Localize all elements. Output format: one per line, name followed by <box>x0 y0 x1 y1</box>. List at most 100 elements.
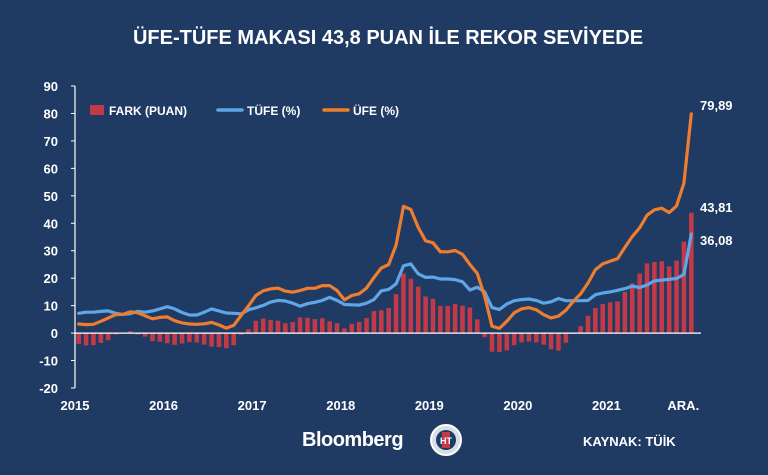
x-tick-labels: 2015 2016 2017 2018 2019 2020 2021 ARA. <box>61 398 700 413</box>
fark-bar <box>489 333 495 352</box>
fark-bar <box>659 261 665 334</box>
fark-bar <box>681 241 687 334</box>
x-tick-label: 2017 <box>238 398 267 413</box>
y-tick-label: 50 <box>44 189 58 204</box>
legend: FARK (PUAN) TÜFE (%) ÜFE (%) <box>90 103 399 118</box>
axes <box>71 85 701 389</box>
fark-bar <box>666 266 672 334</box>
fark-bar <box>504 333 510 351</box>
fark-bar <box>364 317 369 334</box>
fark-bar <box>224 333 229 349</box>
fark-bar <box>187 333 192 343</box>
legend-label-ufe: ÜFE (%) <box>353 103 399 118</box>
fark-bar <box>541 333 546 345</box>
y-tick-label: -10 <box>39 354 58 369</box>
fark-bar <box>216 333 222 348</box>
fark-bar <box>253 320 259 334</box>
fark-bar <box>511 333 517 346</box>
y-tick-label: 90 <box>44 79 58 94</box>
legend-label-tufe: TÜFE (%) <box>247 103 300 118</box>
fark-bar <box>305 317 310 334</box>
y-tick-label: 70 <box>44 134 58 149</box>
fark-bar <box>142 333 148 337</box>
fark-bar <box>246 329 251 334</box>
fark-bar <box>194 333 200 343</box>
fark-bar <box>615 301 620 334</box>
fark-bar <box>209 333 214 347</box>
fark-bar <box>401 273 406 334</box>
fark-bar <box>275 320 281 334</box>
fark-bar <box>578 326 583 334</box>
fark-bar <box>172 333 177 345</box>
y-tick-label: 60 <box>44 161 58 176</box>
ht-logo-icon: HT <box>430 424 462 456</box>
fark-bar <box>585 315 591 334</box>
fark-bar <box>438 305 443 334</box>
fark-bar <box>356 321 362 334</box>
x-tick-label: 2020 <box>503 398 532 413</box>
fark-bar <box>201 333 207 345</box>
y-tick-label: 80 <box>44 106 58 121</box>
legend-swatch-fark <box>90 105 104 115</box>
y-tick-label: -20 <box>39 381 58 396</box>
fark-bar <box>519 333 524 343</box>
fark-bar <box>629 283 635 334</box>
series-lines <box>77 112 693 330</box>
fark-bar <box>179 333 185 344</box>
fark-bar <box>312 319 318 334</box>
tufe-line <box>77 232 693 317</box>
bloomberg-logo: Bloomberg <box>302 429 403 451</box>
fark-bar <box>460 305 465 334</box>
fark-bar <box>452 303 458 334</box>
x-tick-label: 2016 <box>149 398 178 413</box>
chart-title: ÜFE-TÜFE MAKASI 43,8 PUAN İLE REKOR SEVİ… <box>133 26 643 49</box>
fark-bar <box>393 294 399 334</box>
fark-bar <box>526 333 532 342</box>
fark-bar <box>268 319 273 334</box>
fark-bar <box>408 278 414 334</box>
fark-bar <box>238 333 244 335</box>
fark-bar <box>563 333 569 343</box>
fark-bar <box>164 333 170 344</box>
y-tick-label: 40 <box>44 216 58 231</box>
fark-bar <box>319 318 325 334</box>
x-tick-label: 2015 <box>61 398 90 413</box>
fark-bar <box>593 308 598 334</box>
fark-bar <box>497 333 502 353</box>
fark-bar <box>76 333 81 344</box>
fark-bar <box>113 333 118 335</box>
fark-bar <box>415 286 421 334</box>
fark-bar <box>327 321 332 334</box>
y-tick-label: 20 <box>44 271 58 286</box>
fark-bar <box>534 333 539 343</box>
fark-bar <box>297 317 303 334</box>
x-tick-label: ARA. <box>667 398 699 413</box>
fark-bar <box>548 333 554 350</box>
fark-bar <box>342 328 347 334</box>
fark-bar <box>231 333 236 346</box>
fark-bar <box>600 303 606 334</box>
fark-bar <box>135 333 141 335</box>
fark-bar <box>98 333 104 343</box>
fark-bar <box>556 333 561 351</box>
fark-bar <box>260 318 266 334</box>
fark-bar <box>283 323 288 334</box>
fark-bar <box>445 305 451 334</box>
legend-label-fark: FARK (PUAN) <box>109 104 187 118</box>
fark-bar <box>386 308 391 334</box>
end-label-ufe: 79,89 <box>700 98 733 113</box>
x-tick-label: 2019 <box>415 398 444 413</box>
y-tick-label: 0 <box>51 326 58 341</box>
fark-bar <box>474 319 480 334</box>
fark-bar <box>150 333 155 342</box>
source-label: KAYNAK: TÜİK <box>583 434 676 449</box>
fark-bar <box>334 323 340 334</box>
fark-bar <box>379 310 384 334</box>
fark-bar <box>622 291 628 334</box>
fark-bar <box>637 273 642 334</box>
y-tick-labels: -20 -10 0 10 20 30 40 50 60 70 80 90 <box>39 79 58 396</box>
fark-bar <box>157 333 163 342</box>
fark-bar <box>689 212 694 334</box>
fark-bar <box>674 260 679 334</box>
